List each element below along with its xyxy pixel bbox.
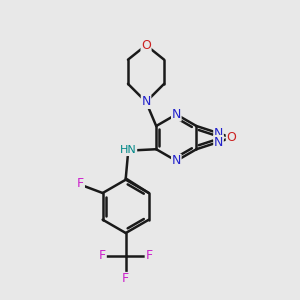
Text: O: O <box>226 131 236 144</box>
Text: F: F <box>77 177 84 190</box>
Text: N: N <box>172 154 181 167</box>
Text: HN: HN <box>120 146 137 155</box>
Text: N: N <box>214 127 223 140</box>
Text: N: N <box>141 95 151 108</box>
Text: F: F <box>99 249 106 262</box>
Text: N: N <box>214 136 223 148</box>
Text: O: O <box>141 39 151 52</box>
Text: N: N <box>172 108 181 121</box>
Text: F: F <box>122 272 129 286</box>
Text: F: F <box>145 249 152 262</box>
